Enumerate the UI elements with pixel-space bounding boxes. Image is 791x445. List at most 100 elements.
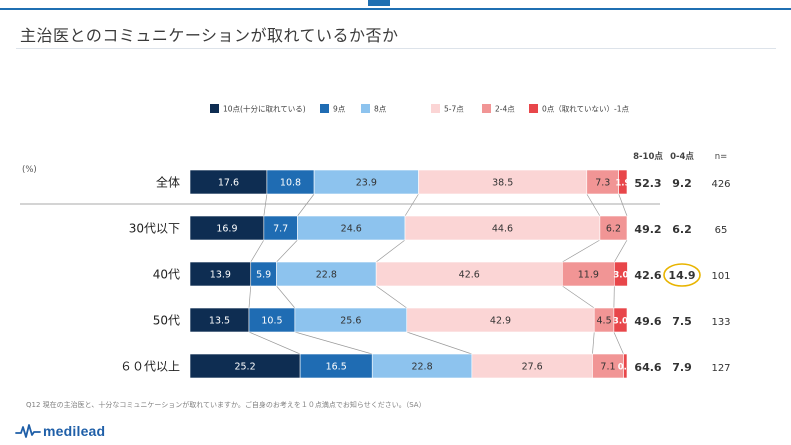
connector-line [592,331,595,355]
bar-segment [266,169,315,195]
bar-value-label: 22.8 [411,362,432,373]
summary-n: 127 [711,363,730,374]
summary-bottom-box: 14.9 [668,269,695,282]
summary-bottom-box: 7.5 [672,315,692,328]
connector-line [614,239,628,263]
legend-swatch-3 [431,104,440,113]
category-label: 全体 [156,175,180,190]
bar-segment [294,307,408,333]
bar-segment [371,353,473,379]
bar-segment [276,261,377,287]
summary-top-box: 52.3 [634,177,661,190]
bar-value-label: 24.6 [341,224,362,235]
summary-bottom-box: 6.2 [672,223,692,236]
bar-value-label: 23.9 [356,178,377,189]
bar-segment [313,169,419,195]
connector-line [404,193,419,217]
brand-logo-text: medilead [43,423,106,439]
bar-value-label: 44.6 [492,224,513,235]
unit-label: (%) [22,165,37,175]
connector-line [618,193,628,217]
summary-top-box: 49.6 [634,315,661,328]
bar-value-label: 13.5 [209,316,230,327]
bar-segment [189,169,268,195]
bar-segment [592,353,624,379]
bar-value-label: 38.5 [492,178,513,189]
bar-value-label: 0.8 [618,363,633,373]
summary-bottom-box: 7.9 [672,361,692,374]
bar-value-label: 6.2 [606,224,621,235]
summary-header: n= [715,152,728,162]
bar-segment [404,215,601,241]
bar-segment [623,353,628,379]
bar-segment [614,261,628,287]
bar-segment [297,215,406,241]
bar-segment [250,261,277,287]
bar-value-label: 5.9 [256,270,271,281]
summary-header: 8-10点 [633,151,663,162]
summary-top-box: 64.6 [634,361,661,374]
top-accent-tab [368,0,390,6]
brand-logo: medilead [15,423,105,439]
bar-segment [248,307,296,333]
summary-n: 426 [711,179,730,190]
bar-value-label: 4.5 [597,316,612,327]
bar-segment [613,307,628,333]
bar-value-label: 13.9 [210,270,231,281]
bar-value-label: 22.8 [316,270,337,281]
bar-value-label: 25.6 [340,316,361,327]
connector-line [294,331,373,355]
bar-value-label: 1.9 [615,179,630,189]
bar-value-label: 27.6 [522,362,543,373]
bar-segment [599,215,628,241]
bar-value-label: 17.6 [218,178,239,189]
connector-line [562,285,595,309]
connector-line [586,193,601,217]
connector-line [276,239,298,263]
legend-swatch-0 [210,104,219,113]
connector-line [297,193,315,217]
category-label: 50代 [153,314,180,328]
summary-n: 65 [715,225,728,236]
highlight-circle [663,263,701,287]
page-title: 主治医とのコミュニケーションが取れているか否か [20,26,399,45]
legend-label-4: 2-4点 [495,105,515,114]
bar-value-label: 11.9 [578,270,599,281]
category-label: 30代以下 [129,222,180,236]
connector-line [375,239,406,263]
bar-value-label: 10.5 [261,316,282,327]
bar-segment [375,261,563,287]
bar-value-label: 10.8 [280,178,301,189]
summary-n: 133 [711,317,730,328]
bar-value-label: 42.6 [459,270,480,281]
connector-line [375,285,407,309]
top-accent-line [0,8,791,10]
bar-segment [471,353,593,379]
connector-line [248,331,301,355]
summary-top-box: 49.2 [634,223,661,236]
summary-n: 101 [711,271,730,282]
connector-line [248,285,252,309]
summary-top-box: 42.6 [634,269,661,282]
summary-header: 0-4点 [670,151,694,162]
bar-segment [189,353,301,379]
bar-value-label: 16.9 [216,224,237,235]
title-divider [16,48,776,49]
connector-line [250,239,265,263]
bar-value-label: 3.0 [613,271,628,281]
legend-label-1: 9点 [333,105,346,114]
heartbeat-pulse-icon [15,424,41,438]
bar-value-label: 7.7 [273,224,288,235]
bar-segment [618,169,628,195]
bar-value-label: 7.1 [600,362,615,373]
connector-line [562,239,601,263]
legend-swatch-2 [361,104,370,113]
bar-value-label: 3.0 [613,317,628,327]
category-label: 40代 [153,268,180,282]
legend-label-3: 5-7点 [444,105,464,114]
bar-segment [562,261,615,287]
connector-line [276,285,296,309]
connector-line [406,331,472,355]
legend-label-2: 8点 [374,105,387,114]
